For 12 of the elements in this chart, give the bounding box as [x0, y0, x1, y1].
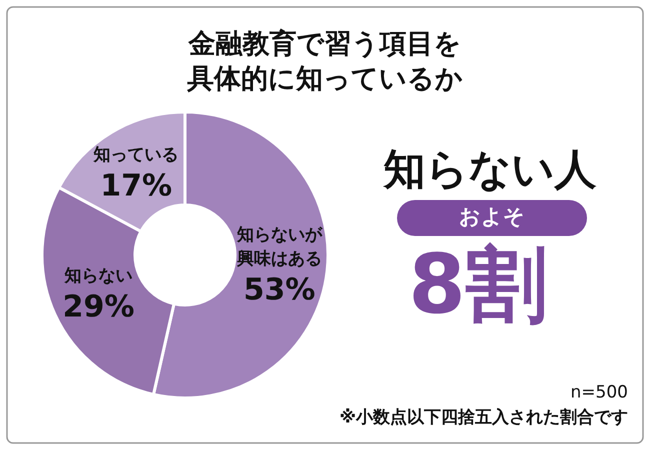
text: 知らない人: [382, 144, 596, 194]
text: 8割: [408, 237, 548, 332]
text: およそ: [459, 204, 525, 229]
text: ※小数点以下四捨五入された割合です: [339, 408, 628, 428]
slice-label: 知っている: [92, 145, 179, 166]
data-label: 53%: [244, 272, 316, 308]
text: n=500: [570, 382, 628, 403]
chart-title: 金融教育で習う項目を具体的に知っているか: [186, 28, 463, 94]
data-label: 17%: [100, 168, 172, 204]
data-label: 29%: [62, 290, 134, 325]
slice-label: 知らないが興味はある: [236, 225, 323, 270]
slice-label: 知らない: [64, 266, 133, 286]
